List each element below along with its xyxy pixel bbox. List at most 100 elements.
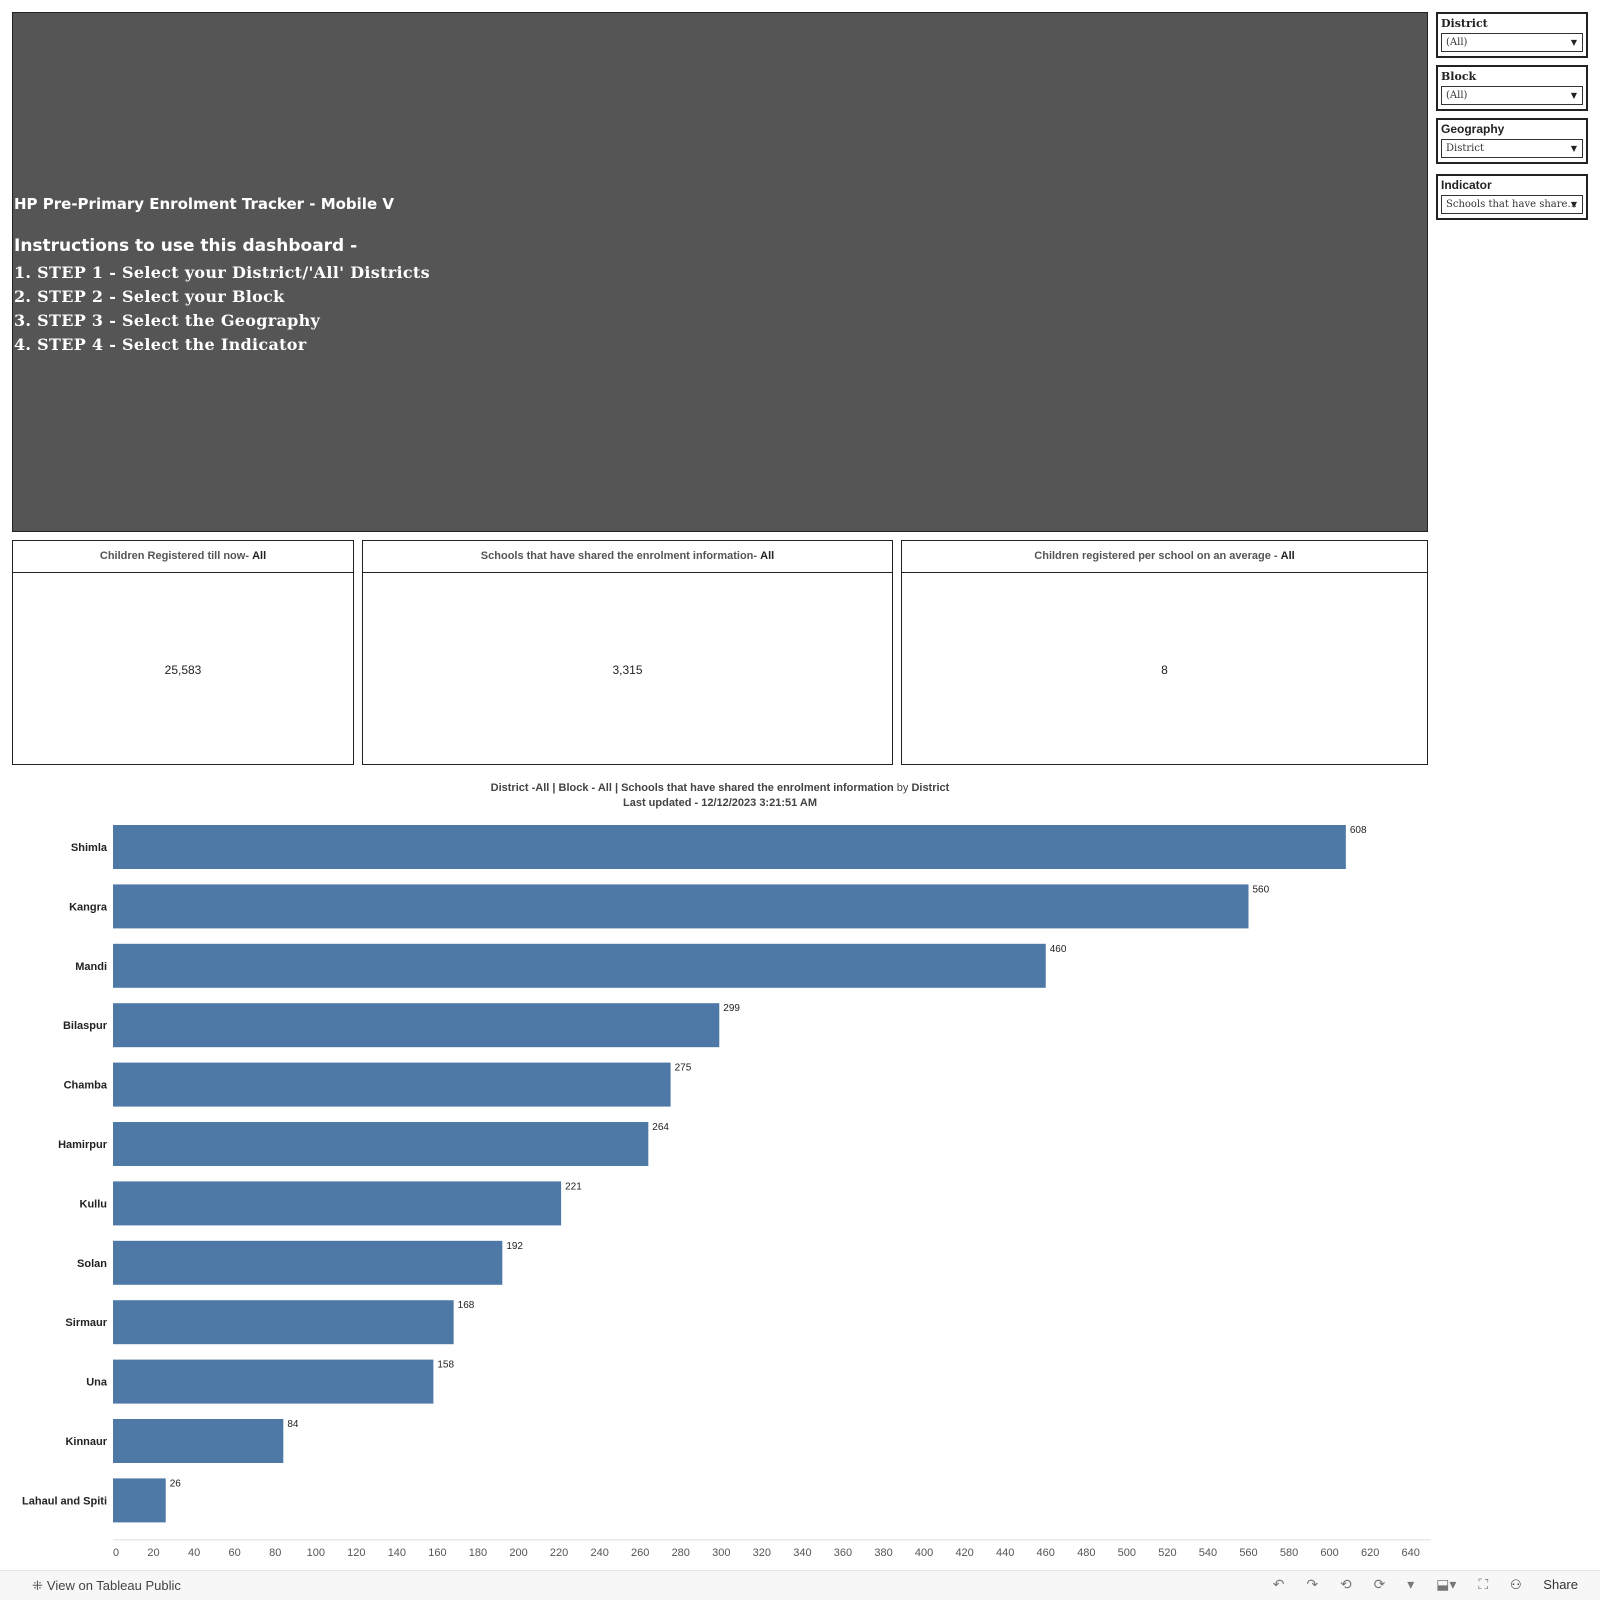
district-dropdown[interactable]: (All) ▼ xyxy=(1441,33,1583,52)
x-tick-label: 180 xyxy=(469,1547,487,1559)
data-label: 275 xyxy=(675,1063,692,1074)
data-label: 84 xyxy=(287,1419,299,1430)
bar xyxy=(113,1122,649,1166)
tableau-logo-icon: ⁜ xyxy=(32,1578,43,1593)
data-label: 460 xyxy=(1050,944,1067,955)
instruction-step: 2. STEP 2 - Select your Block xyxy=(14,287,285,306)
geography-dropdown-value: District xyxy=(1446,143,1484,154)
x-tick-label: 320 xyxy=(753,1547,771,1559)
data-label: 158 xyxy=(437,1360,454,1371)
x-tick-label: 280 xyxy=(672,1547,690,1559)
chevron-down-icon: ▼ xyxy=(1570,38,1577,47)
download-icon[interactable]: ⬓▾ xyxy=(1436,1576,1457,1592)
view-on-tableau-label: View on Tableau Public xyxy=(46,1578,181,1593)
chart-title-text: District -All | Block - All | Schools th… xyxy=(490,782,894,794)
category-label: Chamba xyxy=(64,1080,108,1092)
chevron-down-icon: ▼ xyxy=(1570,144,1577,153)
district-filter: District (All) ▼ xyxy=(1436,12,1588,58)
data-label: 560 xyxy=(1253,884,1270,895)
x-tick-label: 620 xyxy=(1361,1547,1379,1559)
kpi-children-per-school: Children registered per school on an ave… xyxy=(901,540,1428,765)
share-label: Share xyxy=(1543,1577,1578,1592)
category-label: Kullu xyxy=(80,1198,108,1210)
x-tick-label: 400 xyxy=(915,1547,933,1559)
chart-title-by: by xyxy=(896,782,909,794)
kpi-children-registered: Children Registered till now- All 25,583 xyxy=(12,540,354,765)
data-label: 168 xyxy=(458,1300,475,1311)
kpi-value: 8 xyxy=(1161,663,1168,677)
x-tick-label: 560 xyxy=(1239,1547,1257,1559)
redo-icon[interactable]: ↷ xyxy=(1306,1576,1319,1592)
x-tick-label: 120 xyxy=(347,1547,365,1559)
x-tick-label: 360 xyxy=(834,1547,852,1559)
kpi-header: Children registered per school on an ave… xyxy=(902,541,1427,573)
x-tick-label: 640 xyxy=(1402,1547,1420,1559)
undo-icon[interactable]: ↶ xyxy=(1272,1576,1285,1592)
district-dropdown-value: (All) xyxy=(1446,37,1468,48)
category-label: Kinnaur xyxy=(65,1436,107,1448)
x-tick-label: 540 xyxy=(1199,1547,1217,1559)
bar xyxy=(113,825,1346,869)
data-label: 608 xyxy=(1350,825,1367,836)
chart-title-dimension: District xyxy=(911,782,950,794)
category-label: Hamirpur xyxy=(58,1139,108,1151)
bar xyxy=(113,1240,503,1285)
x-tick-label: 40 xyxy=(188,1547,200,1559)
x-tick-label: 100 xyxy=(307,1547,325,1559)
bar xyxy=(113,1003,720,1048)
x-tick-label: 520 xyxy=(1158,1547,1176,1559)
revert-icon[interactable]: ⟲ xyxy=(1339,1576,1352,1592)
block-filter: Block (All) ▼ xyxy=(1436,65,1588,111)
x-tick-label: 580 xyxy=(1280,1547,1298,1559)
x-tick-label: 220 xyxy=(550,1547,568,1559)
last-updated: Last updated - 12/12/2023 3:21:51 AM xyxy=(622,797,817,809)
block-filter-label: Block xyxy=(1441,70,1477,83)
x-tick-label: 60 xyxy=(229,1547,241,1559)
data-label: 221 xyxy=(565,1181,582,1192)
share-button[interactable]: ⚇ Share xyxy=(1510,1577,1578,1592)
block-dropdown[interactable]: (All) ▼ xyxy=(1441,86,1583,105)
x-tick-label: 440 xyxy=(996,1547,1014,1559)
kpi-header: Schools that have shared the enrolment i… xyxy=(363,541,892,573)
x-tick-label: 80 xyxy=(269,1547,281,1559)
x-tick-label: 340 xyxy=(793,1547,811,1559)
kpi-scope: All xyxy=(252,550,267,562)
x-tick-label: 20 xyxy=(147,1547,159,1559)
geography-dropdown[interactable]: District ▼ xyxy=(1441,139,1583,158)
category-label: Solan xyxy=(77,1258,107,1270)
dashboard-title: HP Pre-Primary Enrolment Tracker - Mobil… xyxy=(14,195,394,213)
fullscreen-icon[interactable]: ⛶ xyxy=(1478,1576,1489,1592)
x-tick-label: 260 xyxy=(631,1547,649,1559)
bar xyxy=(113,884,1249,929)
x-tick-label: 140 xyxy=(388,1547,406,1559)
kpi-value: 25,583 xyxy=(164,663,202,677)
district-filter-label: District xyxy=(1441,17,1488,30)
kpi-label: Schools that have shared the enrolment i… xyxy=(480,550,761,562)
kpi-schools-shared: Schools that have shared the enrolment i… xyxy=(362,540,893,765)
x-tick-label: 240 xyxy=(590,1547,608,1559)
x-tick-label: 200 xyxy=(509,1547,527,1559)
x-tick-label: 460 xyxy=(1037,1547,1055,1559)
data-label: 299 xyxy=(723,1003,740,1014)
x-tick-label: 500 xyxy=(1118,1547,1136,1559)
category-label: Sirmaur xyxy=(65,1317,107,1329)
indicator-dropdown-value: Schools that have share... xyxy=(1446,199,1577,210)
toolbar-actions: ↶ ↷ ⟲ ⟳ ▾ ⬓▾ ⛶ ⚇ Share xyxy=(1255,1576,1578,1593)
data-label: 26 xyxy=(170,1478,182,1489)
geography-filter-label: Geography xyxy=(1441,122,1505,136)
kpi-value: 3,315 xyxy=(612,663,643,677)
bar xyxy=(113,1181,562,1226)
bar xyxy=(113,1478,166,1523)
refresh-icon[interactable]: ⟳ xyxy=(1373,1576,1386,1592)
indicator-filter: Indicator Schools that have share... ▼ xyxy=(1436,174,1588,220)
bar xyxy=(113,1359,434,1404)
view-on-tableau-link[interactable]: ⁜ View on Tableau Public xyxy=(32,1578,181,1594)
chevron-down-icon[interactable]: ▾ xyxy=(1407,1576,1415,1592)
x-tick-label: 600 xyxy=(1320,1547,1338,1559)
indicator-dropdown[interactable]: Schools that have share... ▼ xyxy=(1441,195,1583,214)
x-tick-label: 420 xyxy=(955,1547,973,1559)
indicator-filter-label: Indicator xyxy=(1441,178,1492,192)
x-tick-label: 0 xyxy=(113,1547,119,1559)
category-label: Una xyxy=(86,1377,108,1389)
